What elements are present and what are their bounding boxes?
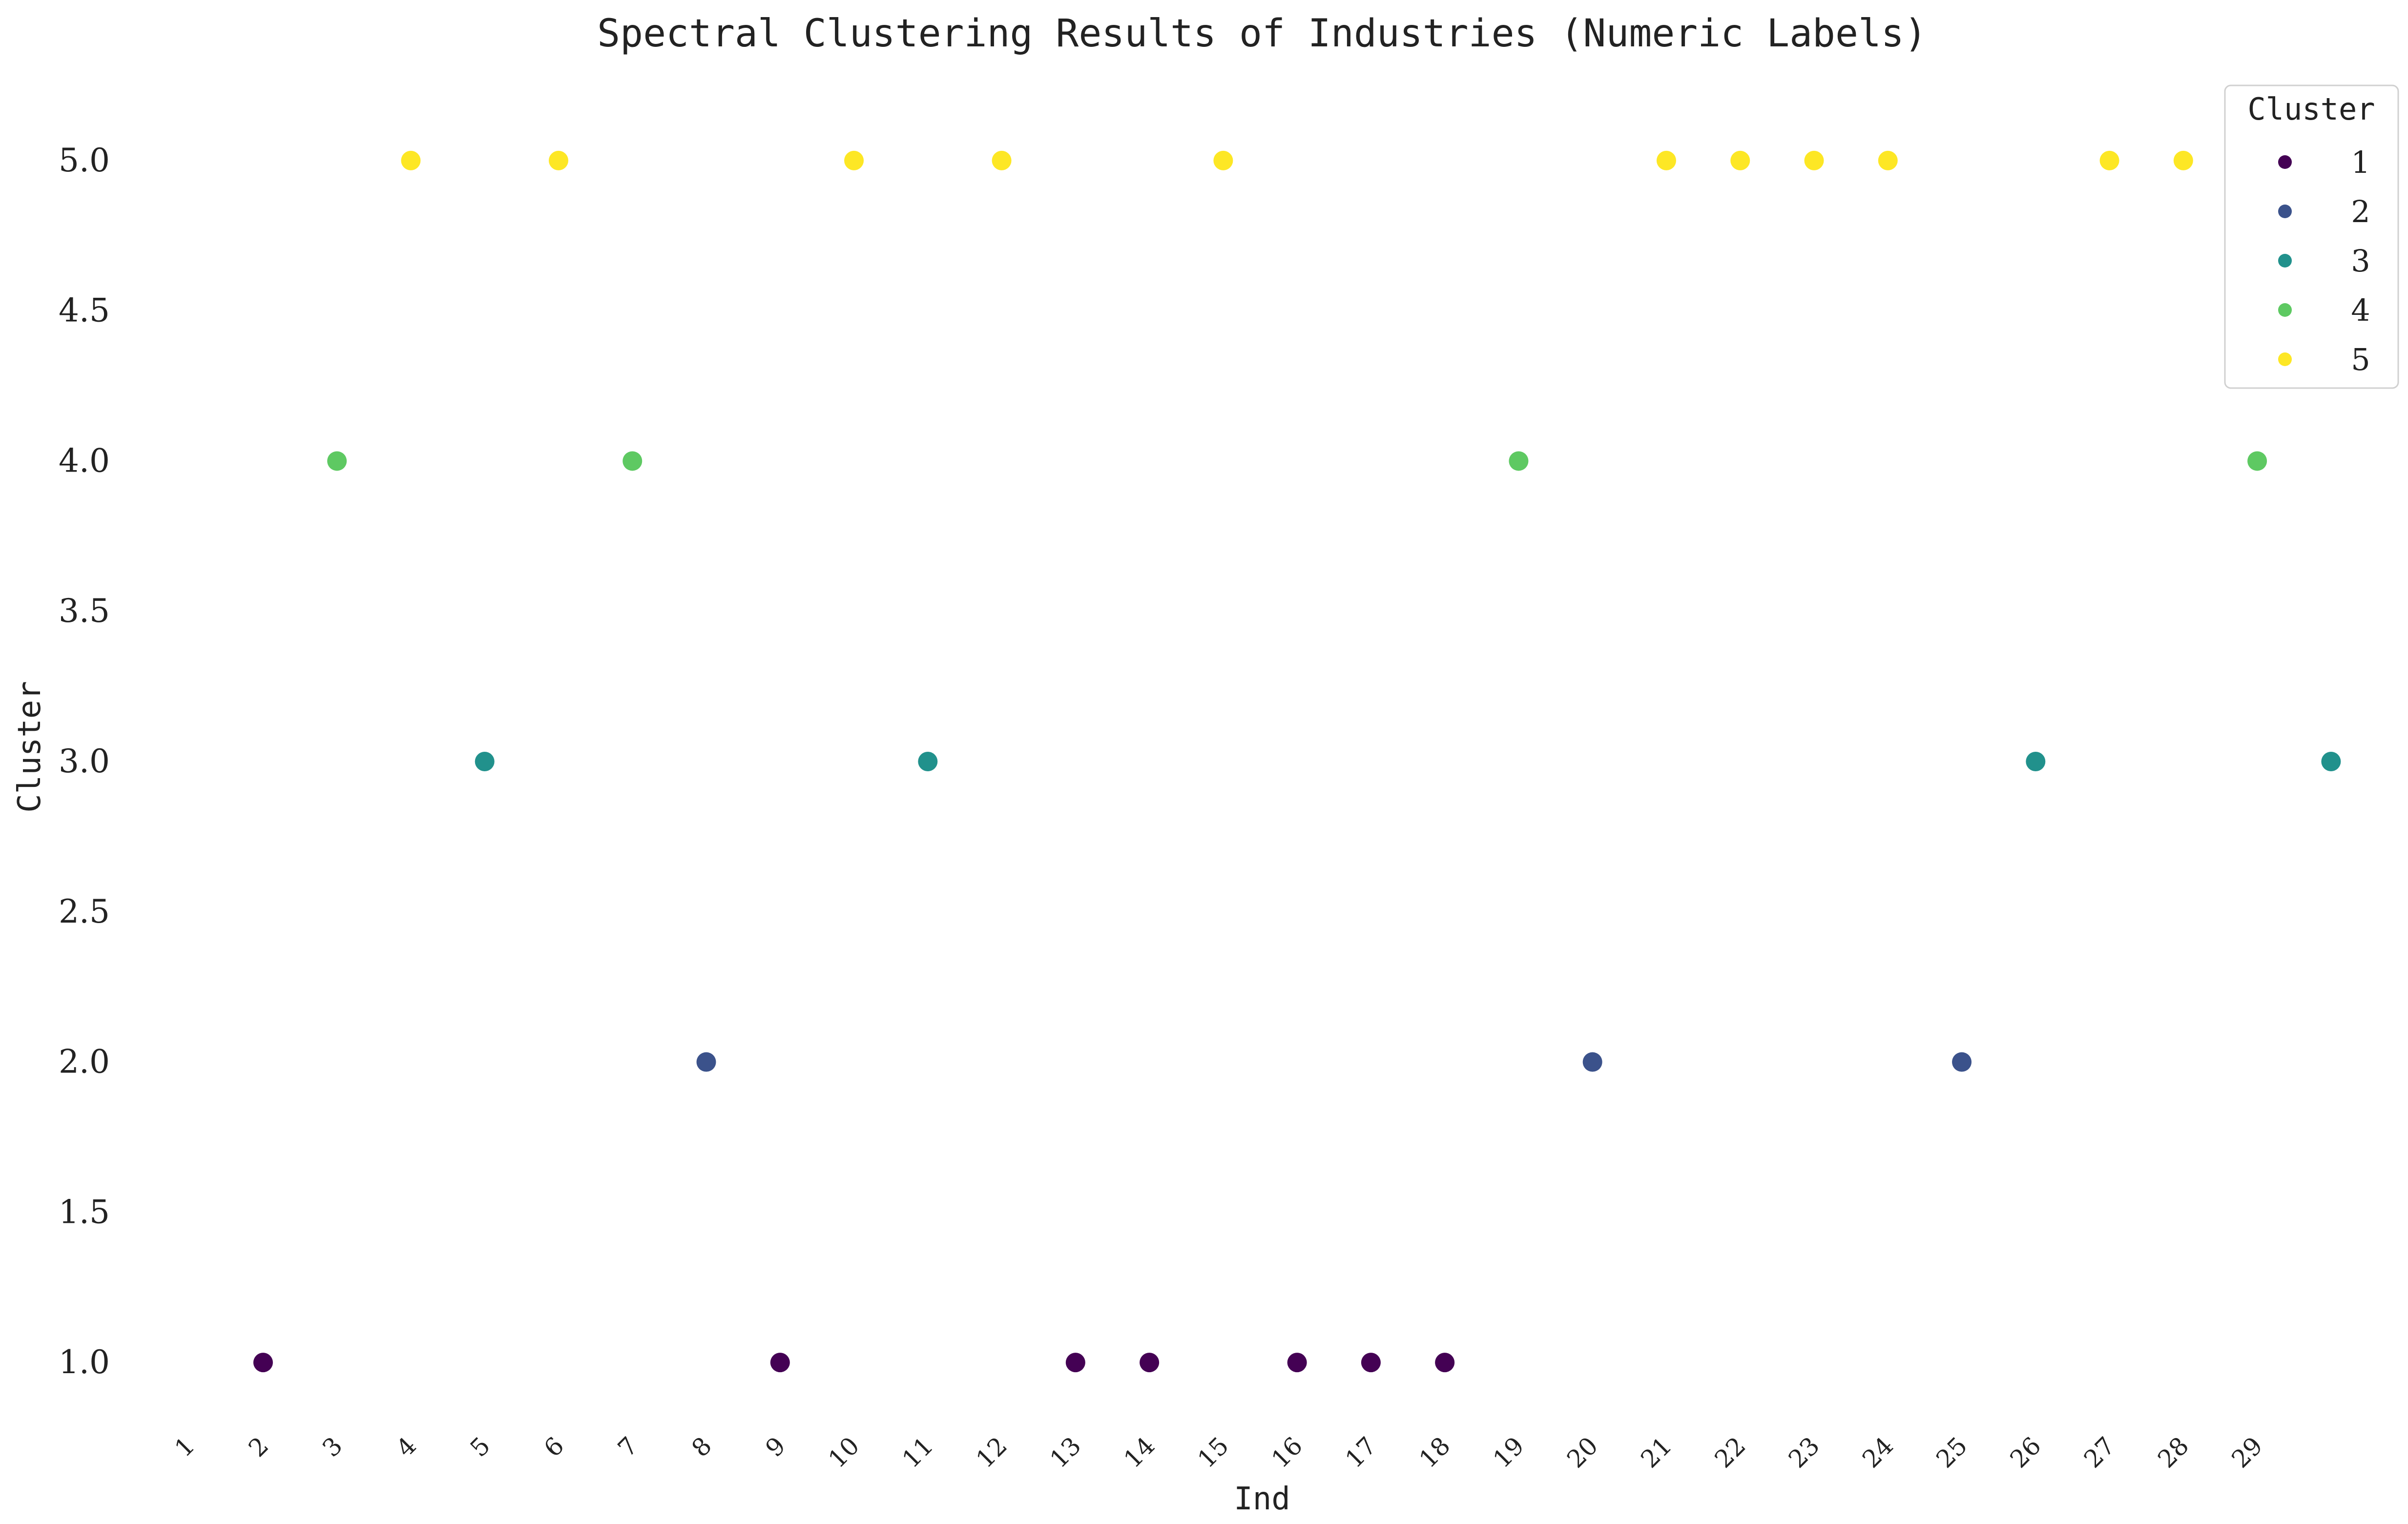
x-tick-label: 26 — [2005, 1431, 2047, 1473]
x-tick-label: 22 — [1709, 1431, 1751, 1473]
x-tick-label: 10 — [823, 1431, 865, 1473]
x-tick-label: 19 — [1488, 1431, 1530, 1473]
data-point — [1287, 1353, 1307, 1373]
x-tick-label: 27 — [2078, 1431, 2120, 1473]
legend-label: 2 — [2351, 194, 2370, 229]
y-tick-label: 1.0 — [59, 1343, 110, 1381]
x-tick-label: 15 — [1192, 1431, 1234, 1473]
y-tick-label: 3.5 — [59, 592, 110, 630]
legend-box — [2224, 84, 2399, 389]
x-tick-label: 2 — [243, 1431, 274, 1462]
legend-label: 4 — [2351, 292, 2370, 328]
data-point — [1730, 150, 1750, 170]
data-point — [548, 150, 568, 170]
y-tick-label: 5.0 — [59, 142, 110, 179]
data-point — [1952, 1052, 1972, 1072]
legend-title: Cluster — [2247, 91, 2375, 127]
data-point — [918, 752, 938, 771]
legend-marker — [2278, 254, 2292, 268]
x-tick-label: 8 — [686, 1431, 717, 1462]
legend-marker — [2278, 205, 2292, 218]
data-point — [770, 1353, 790, 1373]
data-point — [992, 150, 1012, 170]
x-tick-label: 6 — [539, 1431, 570, 1462]
data-point — [696, 1052, 716, 1072]
x-tick-label: 29 — [2226, 1431, 2268, 1473]
data-point — [1361, 1353, 1381, 1373]
data-point — [1656, 150, 1676, 170]
y-tick-label: 3.0 — [59, 742, 110, 780]
data-point — [1582, 1052, 1602, 1072]
data-point — [2321, 752, 2341, 771]
legend-marker — [2278, 303, 2292, 317]
y-tick-label: 4.5 — [59, 292, 110, 330]
data-point — [475, 752, 495, 771]
x-tick-label: 20 — [1561, 1431, 1603, 1473]
data-point — [2099, 150, 2119, 170]
data-point — [1065, 1353, 1085, 1373]
data-point — [1878, 150, 1898, 170]
x-tick-label: 14 — [1119, 1431, 1161, 1473]
legend: Cluster 1 2 3 4 5 — [2224, 84, 2399, 389]
x-tick-label: 28 — [2152, 1431, 2194, 1473]
data-point — [1435, 1353, 1455, 1373]
legend-marker — [2278, 352, 2292, 366]
data-point — [2026, 752, 2046, 771]
x-tick-label: 17 — [1340, 1431, 1382, 1473]
x-tick-label: 13 — [1044, 1431, 1086, 1473]
data-point — [2173, 150, 2193, 170]
data-point — [623, 451, 643, 471]
x-tick-label: 9 — [760, 1431, 791, 1462]
x-tick-label: 1 — [169, 1431, 201, 1462]
y-tick-label: 4.0 — [59, 442, 110, 479]
data-point — [1804, 150, 1824, 170]
x-tick-label: 11 — [897, 1431, 939, 1473]
x-tick-label: 12 — [971, 1431, 1013, 1473]
data-point — [2247, 451, 2267, 471]
y-tick-labels: 1.0 1.5 2.0 2.5 3.0 3.5 4.0 4.5 5.0 — [59, 142, 110, 1381]
x-tick-label: 24 — [1857, 1431, 1899, 1473]
data-point — [1509, 451, 1529, 471]
x-tick-label: 21 — [1635, 1431, 1677, 1473]
data-point — [401, 150, 421, 170]
legend-marker — [2278, 155, 2292, 169]
data-point — [844, 150, 864, 170]
y-tick-label: 1.5 — [59, 1193, 110, 1231]
x-tick-label: 18 — [1414, 1431, 1456, 1473]
data-points — [253, 150, 2341, 1373]
x-tick-label: 16 — [1266, 1431, 1308, 1473]
x-tick-label: 7 — [612, 1431, 644, 1462]
y-axis-label: Cluster — [12, 681, 48, 813]
x-tick-labels: 1 2 3 4 5 6 7 8 9 10 11 12 13 14 15 16 17 18 19 20 21 22 23 24 2… — [169, 1431, 2268, 1473]
data-point — [1140, 1353, 1160, 1373]
x-tick-label: 23 — [1783, 1431, 1825, 1473]
data-point — [1213, 150, 1233, 170]
legend-label: 3 — [2351, 243, 2370, 279]
legend-label: 1 — [2351, 144, 2370, 180]
chart-title: Spectral Clustering Results of Industrie… — [597, 12, 1927, 56]
data-point — [253, 1353, 273, 1373]
legend-entries: 1 2 3 4 5 — [2278, 144, 2370, 377]
x-tick-label: 3 — [317, 1431, 348, 1462]
y-tick-label: 2.0 — [59, 1043, 110, 1081]
y-tick-label: 2.5 — [59, 893, 110, 930]
x-tick-label: 5 — [465, 1431, 496, 1462]
x-axis-label: Ind — [1234, 1481, 1290, 1517]
x-tick-label: 4 — [391, 1431, 422, 1462]
x-tick-label: 25 — [1931, 1431, 1973, 1473]
legend-label: 5 — [2351, 342, 2370, 377]
data-point — [327, 451, 347, 471]
